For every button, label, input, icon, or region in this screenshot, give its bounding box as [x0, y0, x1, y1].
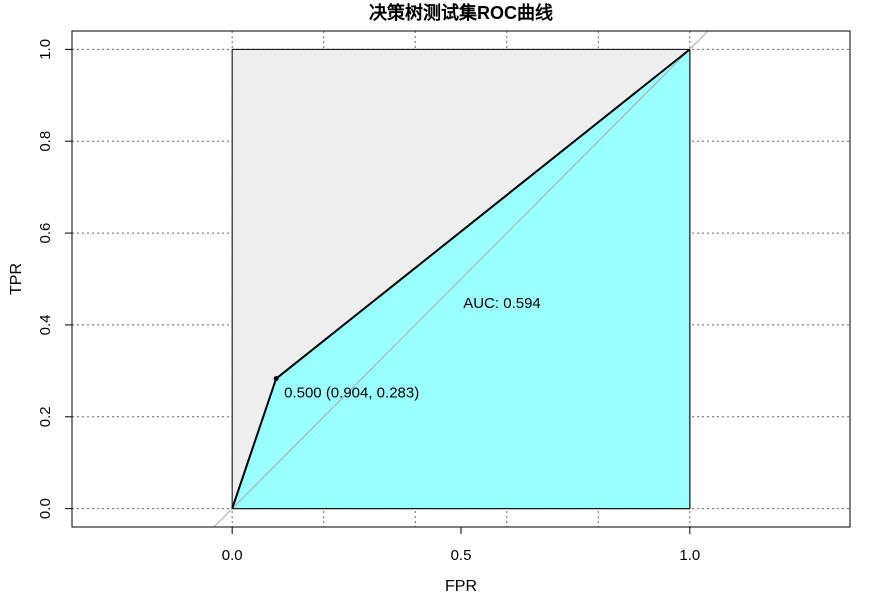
y-tick-label-0: 0.0 — [37, 498, 54, 519]
x-tick-label-2: 1.0 — [679, 547, 700, 564]
y-tick-label-2: 0.4 — [37, 314, 54, 335]
diagonal-line — [213, 30, 709, 528]
threshold-label: 0.500 (0.904, 0.283) — [284, 385, 419, 402]
diagonal-reference — [213, 30, 709, 528]
threshold-point — [273, 376, 279, 382]
y-tick-label-3: 0.6 — [37, 223, 54, 244]
y-tick-label-5: 1.0 — [37, 39, 54, 60]
roc-curve-group — [231, 48, 691, 509]
x-tick-label-0: 0.0 — [222, 547, 243, 564]
y-axis-title: TPR — [8, 263, 25, 295]
axes: 0.0 0.5 1.0 0.0 0.2 0.4 0.6 0.8 1.0 — [37, 30, 851, 564]
x-tick-label-1: 0.5 — [451, 547, 472, 564]
y-tick-label-1: 0.2 — [37, 406, 54, 427]
chart-title: 决策树测试集ROC曲线 — [369, 2, 553, 23]
y-tick-label-4: 0.8 — [37, 131, 54, 152]
x-axis-title: FPR — [445, 578, 477, 595]
auc-label: AUC: 0.594 — [463, 295, 541, 312]
chart-labels: 决策树测试集ROC曲线 FPR TPR 0.500 (0.904, 0.283)… — [8, 2, 553, 595]
